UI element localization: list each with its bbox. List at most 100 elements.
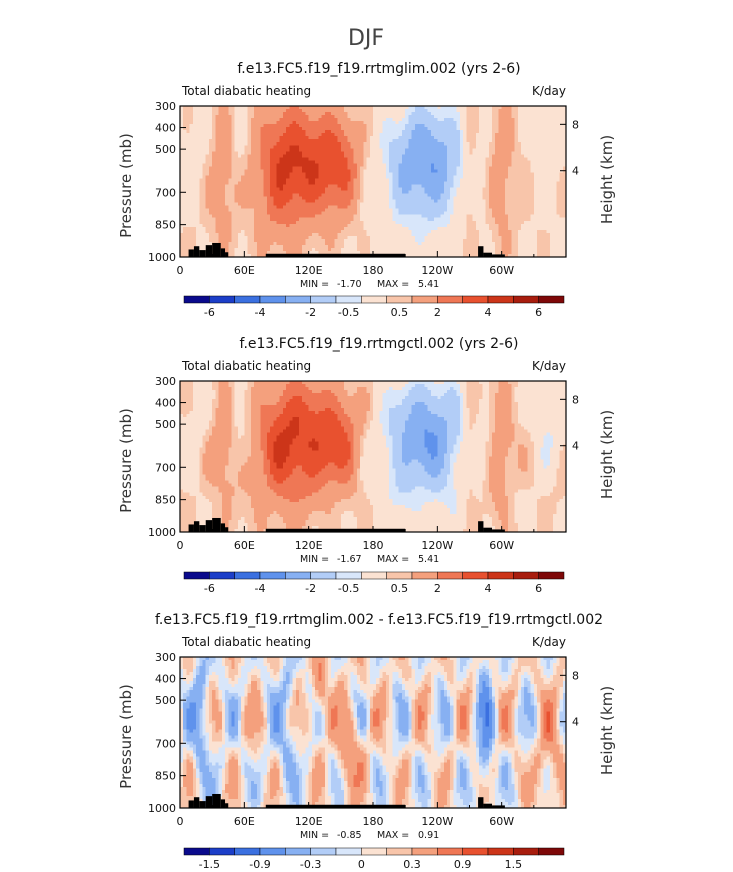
heatmap-cell [492,106,496,110]
heatmap-cell [443,166,448,170]
heatmap-cell [202,178,207,182]
heatmap-cell [183,208,187,213]
heatmap-cell [504,178,509,182]
heatmap-cell [241,121,245,125]
heatmap-cell [273,166,277,170]
heatmap-cell [308,217,313,222]
heatmap-cell [430,145,435,149]
heatmap-cell [443,184,448,188]
heatmap-cell [279,145,284,149]
heatmap-cell [183,136,187,140]
heatmap-cell [218,142,223,146]
heatmap-cell [376,115,380,119]
heatmap-cell [382,196,387,201]
heatmap-cell [530,118,535,122]
heatmap-cell [543,145,548,149]
heatmap-cell [189,154,194,158]
heatmap-cell [282,184,287,188]
heatmap-cell [479,127,483,131]
heatmap-cell [469,214,474,219]
heatmap-cell [543,166,548,170]
heatmap-cell [479,226,483,231]
heatmap-cell [501,169,506,173]
heatmap-cell [353,193,358,197]
heatmap-cell [266,139,271,143]
heatmap-cell [305,187,310,191]
heatmap-cell [202,139,207,143]
heatmap-cell [237,157,242,161]
heatmap-cell [225,205,229,210]
heatmap-cell [411,151,416,155]
heatmap-cell [440,160,445,164]
heatmap-cell [421,157,425,161]
heatmap-cell [234,145,239,149]
heatmap-cell [186,205,191,210]
heatmap-cell [520,226,525,231]
heatmap-cell [485,184,490,188]
heatmap-cell [189,208,194,213]
heatmap-cell [257,139,261,143]
heatmap-cell [459,214,464,219]
heatmap-cell [524,112,528,116]
heatmap-cell [405,133,409,137]
heatmap-cell [344,190,348,194]
heatmap-cell [286,118,290,122]
heatmap-cell [376,142,380,146]
heatmap-cell [273,151,277,155]
heatmap-cell [196,205,200,210]
heatmap-cell [382,187,387,191]
heatmap-cell [453,208,458,213]
heatmap-cell [379,142,384,146]
heatmap-cell [286,226,290,231]
heatmap-cell [540,148,544,152]
heatmap-cell [514,130,519,134]
heatmap-cell [508,193,512,197]
heatmap-cell [466,205,470,210]
heatmap-cell [299,136,303,140]
heatmap-cell [318,118,322,122]
heatmap-cell [340,172,345,176]
heatmap-cell [279,121,284,125]
heatmap-cell [553,166,557,170]
heatmap-cell [559,172,564,176]
heatmap-cell [295,166,300,170]
heatmap-cell [466,175,470,179]
heatmap-cell [408,169,412,173]
heatmap-cell [237,226,242,231]
heatmap-cell [389,181,393,185]
heatmap-cell [533,202,538,207]
heatmap-cell [228,211,232,216]
heatmap-cell [504,193,509,197]
heatmap-cell [363,220,367,225]
heatmap-cell [241,199,245,204]
heatmap-cell [376,157,380,161]
heatmap-cell [363,106,367,110]
heatmap-cell [434,157,438,161]
heatmap-cell [350,229,355,234]
heatmap-cell [495,196,499,201]
heatmap-cell [260,142,265,146]
heatmap-cell [398,226,403,231]
heatmap-cell [527,109,532,113]
heatmap-cell [389,196,393,201]
heatmap-cell [559,112,564,116]
heatmap-cell [202,193,207,197]
heatmap-cell [472,205,477,210]
heatmap-cell [456,190,461,194]
heatmap-cell [308,130,313,134]
heatmap-cell [562,166,567,170]
heatmap-cell [446,214,451,219]
heatmap-cell [292,187,297,191]
heatmap-cell [202,151,207,155]
heatmap-cell [308,166,313,170]
heatmap-cell [289,121,293,125]
heatmap-cell [459,217,464,222]
heatmap-cell [279,127,284,131]
heatmap-cell [183,115,187,119]
heatmap-cell [318,229,322,234]
heatmap-cell [337,199,342,204]
heatmap-cell [241,136,245,140]
heatmap-cell [340,166,345,170]
heatmap-cell [192,205,197,210]
heatmap-cell [469,160,474,164]
